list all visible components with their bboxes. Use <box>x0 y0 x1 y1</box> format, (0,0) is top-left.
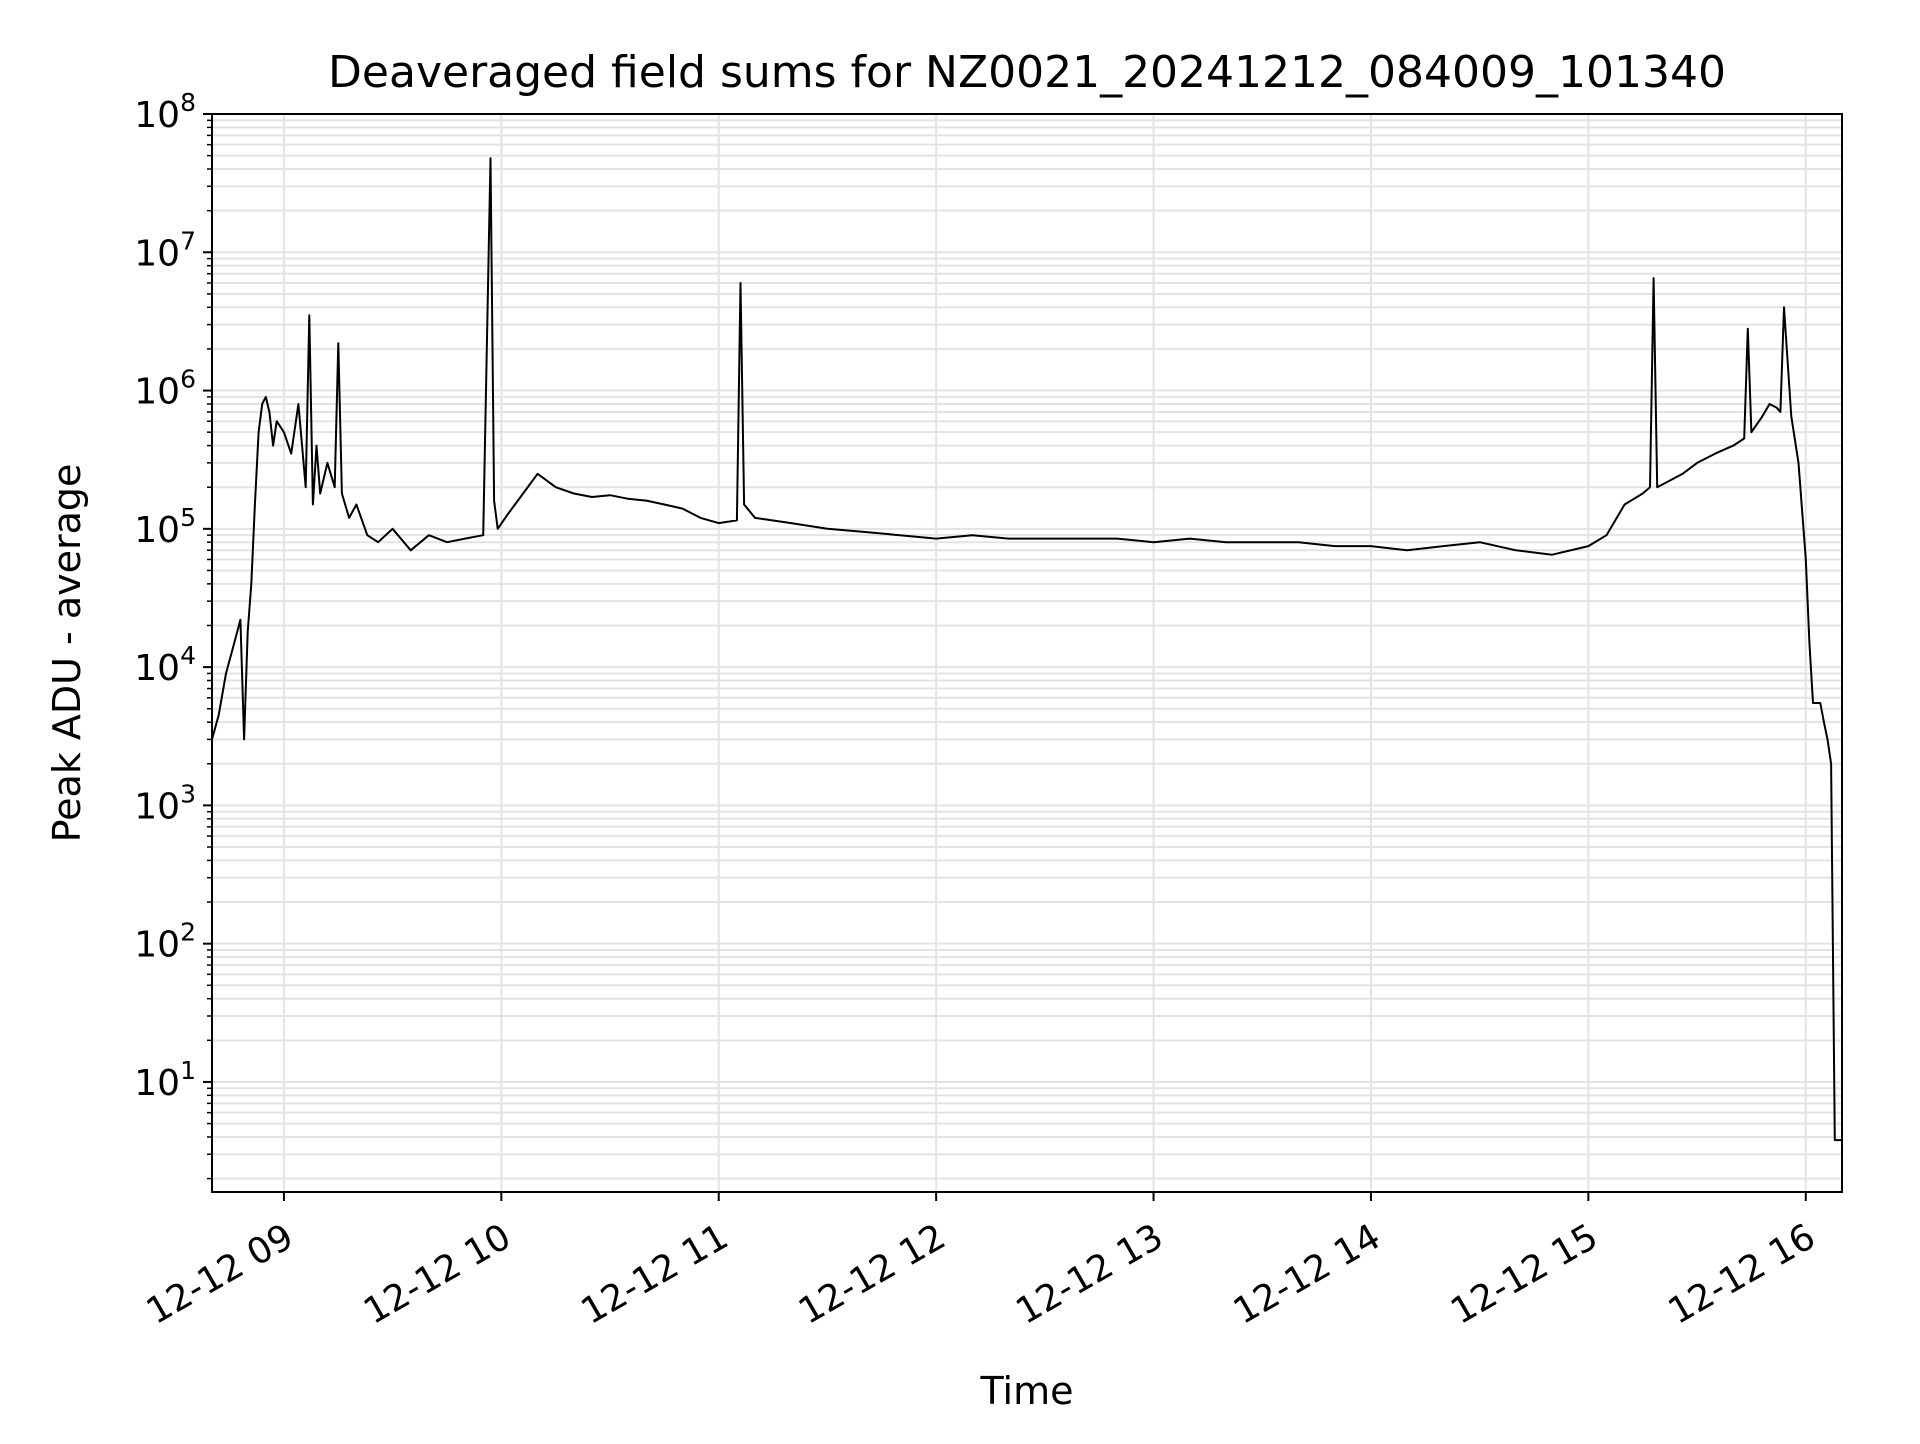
y-tick-label-base: 10 <box>134 786 180 827</box>
y-tick-label: 107 <box>134 226 196 274</box>
y-tick-label-exponent: 1 <box>180 1056 196 1085</box>
series-layer <box>211 157 1842 1142</box>
y-tick-label-exponent: 8 <box>180 88 196 117</box>
y-tick-label: 104 <box>134 641 196 689</box>
y-tick-label: 108 <box>134 88 196 136</box>
y-tick-label: 102 <box>134 918 196 966</box>
plot-frame <box>211 113 1843 1193</box>
chart-title: Deaveraged field sums for NZ0021_2024121… <box>328 47 1726 98</box>
y-tick-label-base: 10 <box>134 648 180 689</box>
y-tick-label-base: 10 <box>134 233 180 274</box>
y-tick-label: 101 <box>134 1056 196 1104</box>
y-tick-label-base: 10 <box>134 95 180 136</box>
y-tick-label: 105 <box>134 503 196 551</box>
y-tick-label-exponent: 5 <box>180 503 196 532</box>
y-tick-label-exponent: 6 <box>180 365 196 394</box>
series-line <box>211 157 1842 1142</box>
y-tick-label-exponent: 2 <box>180 918 196 947</box>
y-tick-label-base: 10 <box>134 1063 180 1104</box>
y-tick-label-exponent: 7 <box>180 226 196 255</box>
y-axis-label: Peak ADU - average <box>45 464 89 843</box>
x-axis-label: Time <box>980 1369 1074 1413</box>
y-tick-label-exponent: 3 <box>180 779 196 808</box>
y-tick-label: 103 <box>134 779 196 827</box>
y-tick-label-exponent: 4 <box>180 641 196 670</box>
y-tick-label-base: 10 <box>134 510 180 551</box>
y-tick-label-base: 10 <box>134 372 180 413</box>
y-tick-label: 106 <box>134 365 196 413</box>
y-tick-label-base: 10 <box>134 925 180 966</box>
